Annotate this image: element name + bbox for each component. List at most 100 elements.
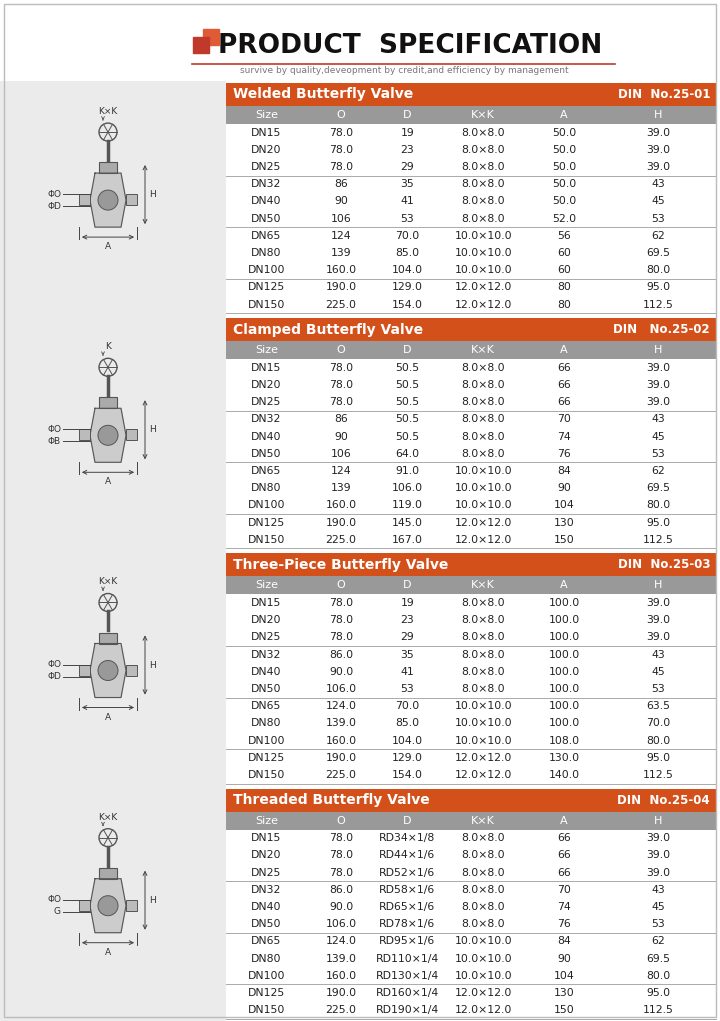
Text: DN65: DN65 xyxy=(251,936,282,946)
Text: 50.5: 50.5 xyxy=(395,380,419,390)
Bar xyxy=(226,497,716,514)
Text: DN150: DN150 xyxy=(248,770,285,780)
Bar xyxy=(126,194,137,205)
Text: 139: 139 xyxy=(330,248,351,258)
Text: 50.5: 50.5 xyxy=(395,432,419,442)
Bar xyxy=(226,176,716,193)
Text: DN15: DN15 xyxy=(251,833,282,843)
Text: DN100: DN100 xyxy=(248,971,285,981)
Bar xyxy=(226,715,716,732)
Text: 45: 45 xyxy=(652,432,665,442)
Text: ΦB: ΦB xyxy=(48,437,61,446)
Text: DN32: DN32 xyxy=(251,649,282,660)
Text: RD44×1/6: RD44×1/6 xyxy=(379,850,436,861)
Text: 35: 35 xyxy=(400,649,414,660)
Text: 53: 53 xyxy=(400,213,414,224)
Text: 140.0: 140.0 xyxy=(549,770,580,780)
Bar xyxy=(226,514,716,531)
Text: 8.0×8.0: 8.0×8.0 xyxy=(462,684,505,694)
Text: 8.0×8.0: 8.0×8.0 xyxy=(462,128,505,138)
Text: 80.0: 80.0 xyxy=(647,735,670,745)
Text: 69.5: 69.5 xyxy=(647,954,670,964)
Text: ΦO: ΦO xyxy=(47,660,61,669)
Text: DN32: DN32 xyxy=(251,415,282,425)
Text: 78.0: 78.0 xyxy=(329,616,354,625)
Text: DN65: DN65 xyxy=(251,701,282,712)
Text: 64.0: 64.0 xyxy=(395,449,419,458)
Text: 12.0×12.0: 12.0×12.0 xyxy=(454,299,512,309)
Text: DN15: DN15 xyxy=(251,598,282,607)
Text: 52.0: 52.0 xyxy=(552,213,576,224)
Text: 190.0: 190.0 xyxy=(325,283,356,292)
Text: 129.0: 129.0 xyxy=(392,283,423,292)
Text: 100.0: 100.0 xyxy=(549,701,580,712)
Text: 50.0: 50.0 xyxy=(552,180,576,189)
Bar xyxy=(226,553,716,577)
Bar xyxy=(226,830,716,846)
Text: 95.0: 95.0 xyxy=(647,988,670,998)
Bar xyxy=(226,141,716,158)
Text: 150: 150 xyxy=(554,535,575,545)
Text: DIN  No.25-03: DIN No.25-03 xyxy=(618,558,710,572)
Text: DN100: DN100 xyxy=(248,500,285,510)
Text: 8.0×8.0: 8.0×8.0 xyxy=(462,616,505,625)
Text: DN150: DN150 xyxy=(248,535,285,545)
Text: K: K xyxy=(105,342,111,351)
Text: DIN   No.25-02: DIN No.25-02 xyxy=(613,324,710,336)
Text: DN65: DN65 xyxy=(251,231,282,241)
Text: 8.0×8.0: 8.0×8.0 xyxy=(462,180,505,189)
Text: 90: 90 xyxy=(557,483,571,493)
Text: 8.0×8.0: 8.0×8.0 xyxy=(462,196,505,206)
Bar xyxy=(99,632,117,643)
Text: D: D xyxy=(403,110,412,120)
Text: 8.0×8.0: 8.0×8.0 xyxy=(462,162,505,172)
Bar xyxy=(226,244,716,261)
Bar xyxy=(226,898,716,916)
Text: 139: 139 xyxy=(330,483,351,493)
Text: 80: 80 xyxy=(557,299,571,309)
Text: DN40: DN40 xyxy=(251,902,282,912)
Text: A: A xyxy=(560,580,568,590)
Text: DN40: DN40 xyxy=(251,667,282,677)
Text: DN20: DN20 xyxy=(251,616,282,625)
Text: D: D xyxy=(403,816,412,826)
Bar xyxy=(226,480,716,497)
Text: 85.0: 85.0 xyxy=(395,248,419,258)
Text: H: H xyxy=(654,816,662,826)
Text: 78.0: 78.0 xyxy=(329,632,354,642)
Text: 100.0: 100.0 xyxy=(549,598,580,607)
Text: 29: 29 xyxy=(400,632,414,642)
Text: 70: 70 xyxy=(557,885,571,894)
Text: Threaded Butterfly Valve: Threaded Butterfly Valve xyxy=(233,793,430,807)
Text: 8.0×8.0: 8.0×8.0 xyxy=(462,919,505,929)
Text: 56: 56 xyxy=(557,231,571,241)
Text: RD52×1/6: RD52×1/6 xyxy=(379,868,436,878)
Text: DIN  No.25-04: DIN No.25-04 xyxy=(617,793,710,807)
Text: 78.0: 78.0 xyxy=(329,362,354,373)
Text: 104.0: 104.0 xyxy=(392,735,423,745)
Text: 124.0: 124.0 xyxy=(325,701,356,712)
Text: 100.0: 100.0 xyxy=(549,649,580,660)
Text: 86.0: 86.0 xyxy=(329,649,354,660)
Text: 10.0×10.0: 10.0×10.0 xyxy=(454,735,512,745)
Text: 106.0: 106.0 xyxy=(325,919,356,929)
Polygon shape xyxy=(90,174,126,227)
Text: RD65×1/6: RD65×1/6 xyxy=(379,902,436,912)
Text: DN80: DN80 xyxy=(251,954,282,964)
Text: 76: 76 xyxy=(557,919,571,929)
Text: 90.0: 90.0 xyxy=(329,667,354,677)
Text: 130: 130 xyxy=(554,518,575,528)
Bar xyxy=(226,646,716,664)
Text: 39.0: 39.0 xyxy=(647,162,670,172)
Text: 225.0: 225.0 xyxy=(325,770,356,780)
Text: K×K: K×K xyxy=(99,107,117,116)
Text: 29: 29 xyxy=(400,162,414,172)
Text: DN20: DN20 xyxy=(251,380,282,390)
Bar xyxy=(226,319,716,341)
Text: 39.0: 39.0 xyxy=(647,380,670,390)
Text: A: A xyxy=(560,816,568,826)
Text: 53: 53 xyxy=(652,213,665,224)
Text: 70.0: 70.0 xyxy=(647,719,670,728)
Text: 80: 80 xyxy=(557,283,571,292)
Bar xyxy=(226,697,716,715)
